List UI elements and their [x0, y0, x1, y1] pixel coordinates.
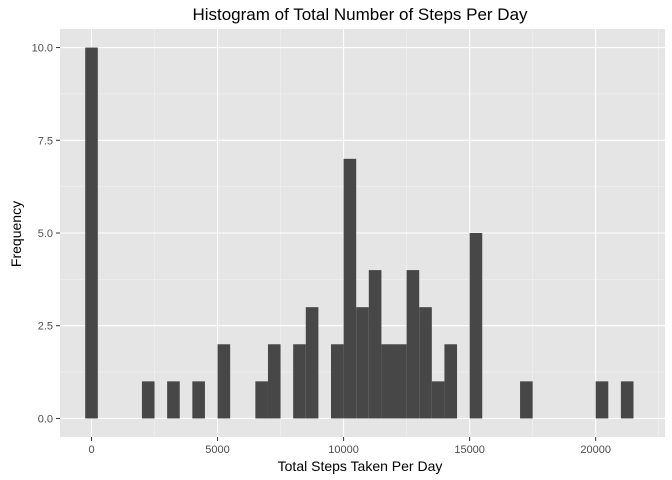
- histogram-bar: [469, 233, 483, 419]
- histogram-bar: [343, 158, 357, 419]
- x-axis: 0 5000 10000 15000 20000: [88, 437, 611, 456]
- histogram-bar: [356, 307, 369, 419]
- histogram-bar: [217, 344, 231, 419]
- y-tick-label: 2.5: [38, 321, 53, 333]
- histogram-bar: [368, 270, 382, 419]
- histogram-bar: [620, 381, 634, 419]
- x-tick-label: 15000: [454, 444, 485, 456]
- histogram-bar: [520, 381, 533, 419]
- y-axis: 0.0 2.5 5.0 7.5 10.0: [32, 43, 60, 425]
- histogram-bar: [419, 307, 432, 419]
- histogram-bar: [330, 344, 344, 419]
- histogram-bar: [394, 344, 407, 419]
- histogram-bar: [406, 270, 420, 419]
- x-tick-label: 5000: [205, 444, 229, 456]
- histogram-bar: [305, 307, 319, 419]
- x-tick-label: 0: [88, 444, 94, 456]
- y-tick-label: 0.0: [38, 413, 53, 425]
- histogram-bar: [192, 381, 205, 419]
- y-tick-label: 7.5: [38, 135, 53, 147]
- histogram-bar: [85, 47, 98, 419]
- histogram-bar: [595, 381, 609, 419]
- histogram-bar: [431, 381, 445, 419]
- histogram-bar: [167, 381, 180, 419]
- y-tick-label: 5.0: [38, 228, 53, 240]
- y-axis-label: Frequency: [8, 201, 24, 267]
- histogram-bar: [267, 344, 281, 419]
- x-tick-label: 10000: [328, 444, 359, 456]
- x-axis-label: Total Steps Taken Per Day: [278, 458, 443, 474]
- histogram-bar: [444, 344, 458, 419]
- histogram-bar: [255, 381, 268, 419]
- histogram-bar: [381, 344, 395, 419]
- histogram-bars: [85, 47, 634, 419]
- x-tick-label: 20000: [580, 444, 611, 456]
- histogram-bar: [293, 344, 306, 419]
- y-tick-label: 10.0: [32, 43, 53, 55]
- histogram-bar: [141, 381, 155, 419]
- chart-title: Histogram of Total Number of Steps Per D…: [192, 5, 528, 24]
